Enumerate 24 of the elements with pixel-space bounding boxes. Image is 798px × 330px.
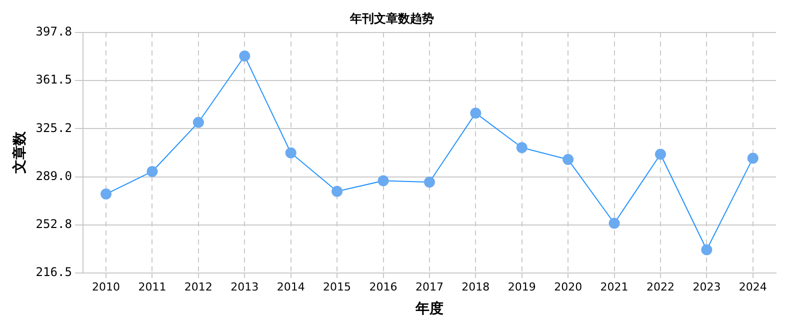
x-tick-label: 2013 — [230, 280, 259, 294]
x-tick-label: 2022 — [646, 280, 674, 294]
y-tick-label: 325.2 — [36, 120, 72, 135]
x-tick-label: 2020 — [554, 280, 582, 294]
y-tick-label: 289.0 — [36, 168, 72, 183]
x-tick-label: 2016 — [369, 280, 398, 294]
x-tick-label: 2019 — [508, 280, 536, 294]
x-axis-title: 年度 — [414, 300, 444, 318]
y-tick-label: 361.5 — [36, 72, 72, 87]
x-tick-label: 2021 — [600, 280, 628, 294]
x-tick-label: 2017 — [415, 280, 444, 294]
y-tick-label: 216.5 — [36, 265, 72, 280]
x-tick-label: 2023 — [692, 280, 721, 294]
x-tick-label: 2010 — [92, 280, 120, 294]
x-tick-label: 2024 — [738, 280, 767, 294]
x-tick-label: 2014 — [276, 280, 305, 294]
y-tick-label: 397.8 — [36, 24, 72, 39]
x-tick-label: 2015 — [323, 280, 352, 294]
y-tick-label: 252.8 — [36, 216, 72, 231]
x-tick-label: 2011 — [138, 280, 166, 294]
chart-title: 年刊文章数趋势 — [349, 11, 434, 26]
x-tick-label: 2012 — [184, 280, 212, 294]
y-axis-title: 文章数 — [11, 130, 28, 175]
x-tick-label: 2018 — [462, 280, 490, 294]
